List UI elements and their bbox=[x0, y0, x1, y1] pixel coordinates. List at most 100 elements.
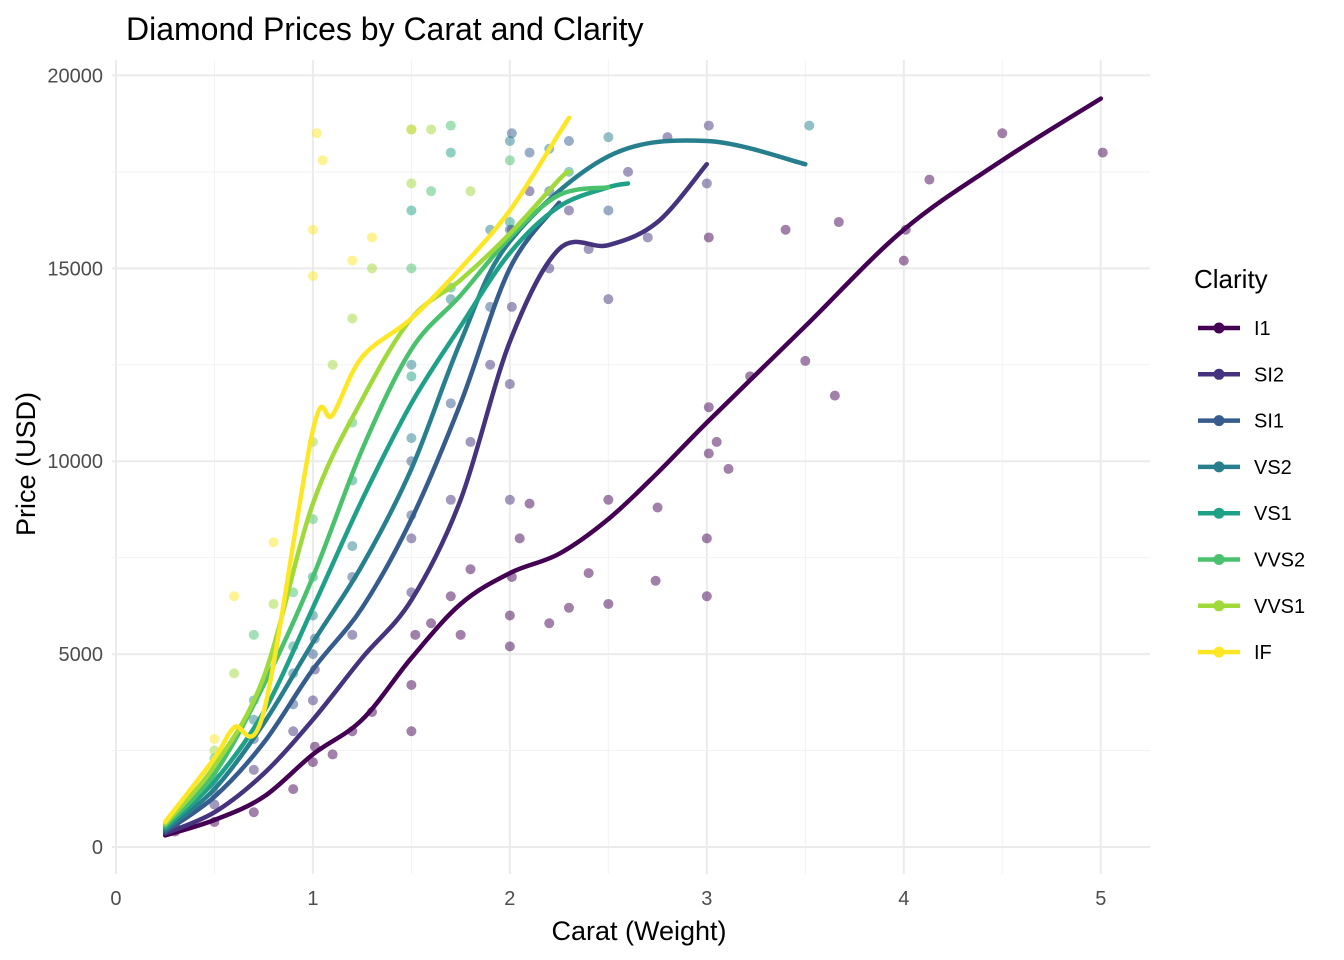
point-vvs1 bbox=[406, 178, 417, 189]
point-i1 bbox=[703, 402, 714, 413]
trend-si2 bbox=[162, 161, 710, 836]
y-tick-label: 20000 bbox=[47, 65, 103, 87]
legend-key-point bbox=[1213, 646, 1225, 658]
point-i1 bbox=[465, 564, 476, 575]
point-i1 bbox=[780, 224, 791, 235]
point-si2 bbox=[485, 359, 496, 370]
point-si2 bbox=[563, 205, 574, 216]
legend-label-si2: SI2 bbox=[1254, 364, 1284, 386]
point-i1 bbox=[327, 749, 338, 760]
point-if bbox=[307, 271, 318, 282]
x-tick-label: 0 bbox=[110, 888, 121, 910]
point-vvs1 bbox=[366, 263, 377, 274]
legend-label-si1: SI1 bbox=[1254, 411, 1284, 433]
x-tick-label: 3 bbox=[701, 888, 712, 910]
point-i1 bbox=[583, 568, 594, 579]
point-i1 bbox=[524, 498, 535, 509]
legend-key-point bbox=[1213, 322, 1225, 334]
point-si2 bbox=[603, 294, 614, 305]
legend-key-point bbox=[1213, 554, 1225, 565]
point-vvs1 bbox=[426, 124, 437, 135]
point-vs2 bbox=[804, 120, 815, 131]
point-i1 bbox=[924, 174, 935, 185]
point-si1 bbox=[563, 136, 574, 147]
legend-key-point bbox=[1213, 600, 1225, 612]
point-si1 bbox=[445, 398, 456, 409]
point-si2 bbox=[406, 533, 417, 544]
point-i1 bbox=[455, 629, 466, 640]
point-si2 bbox=[288, 726, 299, 737]
point-si2 bbox=[623, 166, 634, 177]
point-vvs2 bbox=[445, 120, 456, 131]
point-i1 bbox=[544, 618, 555, 629]
legend-label-i1: I1 bbox=[1254, 318, 1271, 340]
y-axis-ticks: 0 5000 10000 15000 20000 bbox=[47, 65, 103, 859]
chart-title: Diamond Prices by Carat and Clarity bbox=[126, 11, 644, 47]
point-i1 bbox=[898, 255, 909, 266]
trend-si1 bbox=[162, 200, 562, 834]
legend-key-point bbox=[1213, 415, 1225, 427]
legend-label-vs1: VS1 bbox=[1254, 503, 1292, 525]
point-si2 bbox=[504, 494, 515, 505]
x-axis-ticks: 0 1 2 3 4 5 bbox=[110, 888, 1106, 910]
point-si2 bbox=[701, 178, 712, 189]
point-i1 bbox=[703, 448, 714, 459]
point-si2 bbox=[642, 232, 653, 243]
point-i1 bbox=[307, 757, 318, 768]
point-i1 bbox=[701, 591, 712, 602]
point-i1 bbox=[650, 575, 661, 586]
point-vvs1 bbox=[327, 359, 338, 370]
point-i1 bbox=[445, 591, 456, 602]
point-i1 bbox=[703, 232, 714, 243]
trend-vvs1 bbox=[162, 169, 572, 827]
point-vs1 bbox=[445, 147, 456, 158]
trend-i1 bbox=[162, 96, 1104, 838]
point-i1 bbox=[829, 390, 840, 401]
point-i1 bbox=[563, 602, 574, 613]
point-si2 bbox=[506, 301, 517, 312]
point-i1 bbox=[997, 128, 1008, 139]
point-if bbox=[347, 255, 358, 266]
legend-key-point bbox=[1213, 368, 1225, 380]
point-vs2 bbox=[347, 541, 358, 552]
point-i1 bbox=[1097, 147, 1108, 158]
point-i1 bbox=[406, 726, 417, 737]
point-si2 bbox=[465, 436, 476, 447]
point-vs1 bbox=[406, 371, 417, 382]
point-if bbox=[311, 128, 322, 139]
point-i1 bbox=[514, 533, 525, 544]
point-i1 bbox=[833, 217, 844, 228]
point-si2 bbox=[307, 695, 318, 706]
point-if bbox=[366, 232, 377, 243]
point-si1 bbox=[524, 147, 535, 158]
point-vs1 bbox=[504, 217, 515, 228]
point-si2 bbox=[703, 120, 714, 131]
point-vvs1 bbox=[347, 313, 358, 324]
legend-label-vvs1: VVS1 bbox=[1254, 596, 1305, 618]
legend: Clarity I1 SI2 SI1 VS2 VS1 VVS2 VVS1 IF bbox=[1194, 264, 1305, 664]
scatter-points bbox=[170, 120, 1108, 837]
x-tick-label: 5 bbox=[1095, 888, 1106, 910]
x-tick-label: 2 bbox=[504, 888, 515, 910]
point-vs2 bbox=[406, 433, 417, 444]
point-si2 bbox=[248, 764, 259, 775]
point-i1 bbox=[504, 641, 515, 652]
legend-label-vs2: VS2 bbox=[1254, 457, 1292, 479]
point-if bbox=[209, 733, 220, 744]
trend-lines bbox=[162, 96, 1104, 838]
point-si2 bbox=[347, 629, 358, 640]
point-if bbox=[406, 124, 417, 135]
point-i1 bbox=[410, 629, 421, 640]
point-vs1 bbox=[406, 205, 417, 216]
point-vvs2 bbox=[426, 186, 437, 197]
point-i1 bbox=[711, 436, 722, 447]
point-vs2 bbox=[406, 359, 417, 370]
point-si1 bbox=[307, 649, 318, 660]
legend-title: Clarity bbox=[1194, 264, 1268, 294]
point-si2 bbox=[504, 379, 515, 390]
point-if bbox=[229, 591, 240, 602]
point-vs2 bbox=[603, 132, 614, 143]
point-vvs2 bbox=[248, 629, 259, 640]
point-si2 bbox=[209, 799, 220, 810]
